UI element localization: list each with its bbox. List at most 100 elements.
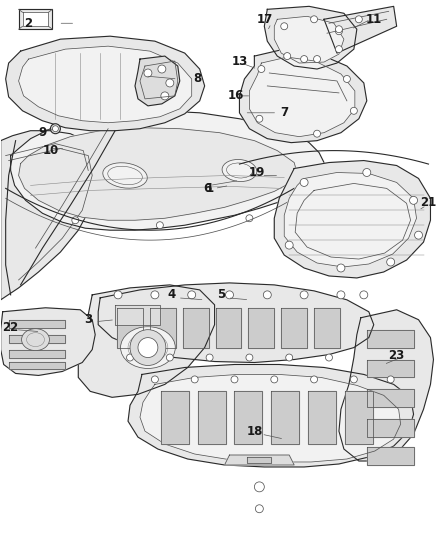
Ellipse shape <box>120 327 175 368</box>
Circle shape <box>350 107 357 114</box>
Circle shape <box>355 16 362 23</box>
Polygon shape <box>367 447 413 465</box>
Polygon shape <box>215 308 241 348</box>
Polygon shape <box>23 12 49 26</box>
Circle shape <box>314 55 321 62</box>
Polygon shape <box>183 308 208 348</box>
Polygon shape <box>117 308 143 348</box>
Polygon shape <box>150 308 176 348</box>
Ellipse shape <box>21 329 49 351</box>
Polygon shape <box>6 36 205 131</box>
Circle shape <box>387 258 395 266</box>
Ellipse shape <box>222 159 257 182</box>
Circle shape <box>414 231 423 239</box>
Text: 10: 10 <box>42 144 59 157</box>
Circle shape <box>152 376 159 383</box>
Circle shape <box>166 79 174 87</box>
Circle shape <box>337 264 345 272</box>
Polygon shape <box>248 308 274 348</box>
Text: 8: 8 <box>194 72 202 85</box>
Polygon shape <box>9 335 65 343</box>
Polygon shape <box>324 6 397 53</box>
Circle shape <box>300 291 308 299</box>
Circle shape <box>300 55 307 62</box>
Circle shape <box>350 376 357 383</box>
Circle shape <box>281 23 288 30</box>
Circle shape <box>166 354 173 361</box>
Circle shape <box>300 179 308 187</box>
Polygon shape <box>264 6 357 69</box>
Polygon shape <box>314 308 340 348</box>
Polygon shape <box>339 310 434 461</box>
Polygon shape <box>367 419 413 437</box>
Text: 19: 19 <box>249 166 265 179</box>
Circle shape <box>158 65 166 73</box>
Text: 1: 1 <box>205 182 214 195</box>
Circle shape <box>363 168 371 176</box>
Circle shape <box>311 376 318 383</box>
Text: 5: 5 <box>217 288 226 301</box>
Polygon shape <box>274 17 344 63</box>
Circle shape <box>161 92 169 100</box>
Polygon shape <box>234 391 262 444</box>
Polygon shape <box>18 128 297 220</box>
Circle shape <box>188 291 196 299</box>
Polygon shape <box>345 391 373 444</box>
Polygon shape <box>98 283 374 362</box>
Text: 17: 17 <box>256 13 272 26</box>
Polygon shape <box>161 391 189 444</box>
Circle shape <box>191 376 198 383</box>
Polygon shape <box>247 457 271 463</box>
Polygon shape <box>367 330 413 348</box>
Polygon shape <box>367 390 413 407</box>
Circle shape <box>337 291 345 299</box>
Circle shape <box>246 215 253 222</box>
Circle shape <box>343 76 350 83</box>
Polygon shape <box>271 391 299 444</box>
Circle shape <box>325 354 332 361</box>
Circle shape <box>226 291 233 299</box>
Polygon shape <box>78 285 215 397</box>
Polygon shape <box>308 391 336 444</box>
Polygon shape <box>9 320 65 328</box>
Circle shape <box>246 354 253 361</box>
Text: 4: 4 <box>168 288 176 301</box>
Circle shape <box>127 354 134 361</box>
Text: 3: 3 <box>84 313 92 326</box>
Text: 18: 18 <box>246 425 262 438</box>
Polygon shape <box>249 57 355 136</box>
Polygon shape <box>115 305 160 325</box>
Circle shape <box>144 69 152 77</box>
Circle shape <box>206 354 213 361</box>
Circle shape <box>285 241 293 249</box>
Polygon shape <box>198 391 226 444</box>
Circle shape <box>258 66 265 72</box>
Polygon shape <box>18 10 53 29</box>
Circle shape <box>360 291 368 299</box>
Circle shape <box>130 330 166 366</box>
Circle shape <box>387 376 394 383</box>
Circle shape <box>263 291 271 299</box>
Polygon shape <box>128 365 413 467</box>
Circle shape <box>114 291 122 299</box>
Circle shape <box>72 217 79 224</box>
Circle shape <box>231 376 238 383</box>
Circle shape <box>156 222 163 229</box>
Circle shape <box>53 126 58 132</box>
Polygon shape <box>11 111 324 230</box>
Text: 2: 2 <box>25 17 32 30</box>
Circle shape <box>300 192 307 199</box>
Circle shape <box>271 376 278 383</box>
Text: 13: 13 <box>231 54 247 68</box>
Polygon shape <box>284 173 417 267</box>
Circle shape <box>336 26 343 33</box>
Polygon shape <box>1 131 100 300</box>
Polygon shape <box>9 350 65 358</box>
Polygon shape <box>1 308 95 375</box>
Polygon shape <box>140 375 401 462</box>
Text: 11: 11 <box>366 13 382 26</box>
Circle shape <box>410 196 417 204</box>
Circle shape <box>151 291 159 299</box>
Circle shape <box>336 46 343 53</box>
Text: 7: 7 <box>280 106 288 119</box>
